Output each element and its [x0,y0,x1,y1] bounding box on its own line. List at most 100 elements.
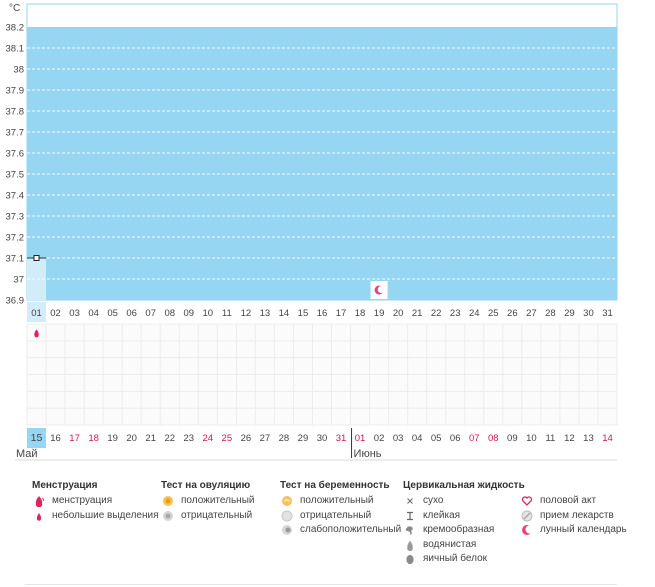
legend-item: прием лекарств [520,509,627,524]
legend-item-label: отрицательный [181,509,253,521]
date-label: 08 [488,433,499,444]
legend-group-title: Тест на беременность [280,480,390,491]
legend-item: менструация [32,494,159,509]
legend-item-label: кремообразная [423,524,495,535]
watery-icon [403,539,417,551]
drop-icon [32,495,46,508]
cycle-day-label: 31 [602,308,613,319]
cycle-day-label: 29 [564,308,575,319]
menstruation-drop-mark [34,329,39,338]
cycle-day-label: 02 [50,308,61,319]
cycle-day-label: 15 [298,308,309,319]
legend-item-label: водянистая [423,538,477,550]
date-label: 03 [393,433,404,444]
legend-item-label: прием лекарств [540,509,614,521]
y-tick-label: 37.9 [6,86,25,97]
month-labels: Май Июнь [15,428,617,461]
date-label: 14 [602,433,613,444]
cycle-day-label: 30 [583,308,594,319]
legend-item: отрицательный [161,509,254,524]
bbt-chart: 38.2 38.1 38 37.9 37.8 37.7 37.6 37.5 37.4 37.3 37… [6,3,618,461]
date-label: 26 [241,433,252,444]
plot-area [26,3,618,301]
date-label: 06 [450,433,461,444]
y-tick-label: 37.2 [6,233,25,244]
cycle-day-label: 23 [450,308,461,319]
date-label: 20 [126,433,137,444]
date-label: 27 [260,433,271,444]
legend-group-title: Тест на овуляцию [161,480,251,491]
date-label: 01 [355,433,366,444]
small-drop-icon [32,510,46,522]
date-label: 13 [583,433,594,444]
moon-icon-shadow [377,285,385,294]
cycle-day-label: 13 [260,308,271,319]
cycle-day-label: 20 [393,308,404,319]
date-label: 31 [336,433,347,444]
ovulation-positive-icon [161,495,175,507]
cycle-day-label: 19 [374,308,385,319]
y-axis: 38.2 38.1 38 37.9 37.8 37.7 37.6 37.5 37.4 37.3 37… [6,3,25,307]
legend-group: половой акт прием лекарств лунный календар… [520,478,627,538]
cycle-day-label: 25 [488,308,499,319]
date-label: 15 [31,432,43,444]
cycle-day-label: 17 [336,308,347,319]
moon-icon [520,524,534,536]
legend-item: отрицательный [280,509,401,524]
cycle-day-label: 05 [107,308,118,319]
cycle-day-label: 26 [507,308,518,319]
date-row: 15 16 17 18 19 20 21 22 23 24 25 26 27 28 29 30 31 01 02 03… [27,428,613,448]
pregnancy-positive-icon [280,495,294,507]
y-tick-label: 37 [13,275,24,286]
date-label: 23 [183,433,194,444]
legend-item: небольшие выделения [32,509,159,524]
y-tick-label: 38.2 [6,23,25,34]
date-label: 10 [526,433,537,444]
cycle-day-label: 28 [545,308,556,319]
legend-group-title: Менструация [32,480,98,491]
y-tick-label: 37.3 [6,212,25,223]
cycle-day-label: 12 [241,308,252,319]
legend-item: водянистая [403,538,525,553]
y-tick-label: 38 [13,65,24,76]
legend-item: яичный белок [403,552,525,567]
grid-lines [27,47,617,280]
cycle-day-label: 18 [355,308,366,319]
y-tick-label: 38.1 [6,44,25,55]
legend-item-label: менструация [52,495,113,506]
legend-item: клейкая [403,509,525,524]
cycle-day-label: 21 [412,308,423,319]
legend-item-label: яичный белок [423,553,488,564]
date-label: 30 [317,433,328,444]
plot-background [27,27,617,300]
heart-icon [520,495,534,507]
date-label: 11 [545,433,555,444]
date-label: 25 [222,433,233,444]
month-label: Май [16,448,38,460]
date-label: 05 [431,433,442,444]
y-tick-label: 37.5 [6,170,25,181]
legend-item-label: клейкая [423,509,461,521]
cycle-day-label: 08 [164,308,175,319]
cycle-day-label: 11 [222,308,232,319]
legend-item-label: половой акт [540,495,597,506]
cycle-day-label: 04 [88,308,99,319]
cycle-day-label: 24 [469,308,480,319]
egg-white-icon [403,553,417,565]
legend-item-label: отрицательный [300,509,372,521]
cycle-day-label: 06 [126,308,137,319]
date-label: 04 [412,433,423,444]
date-label: 02 [374,433,385,444]
y-tick-label: 37.7 [6,128,25,139]
date-label: 17 [69,433,80,444]
date-label: 07 [469,433,480,444]
legend-item-label: положительный [181,495,255,506]
sticky-icon [403,510,417,522]
cycle-day-label: 22 [431,308,442,319]
pregnancy-weak-icon [280,524,294,536]
dry-icon [403,495,417,507]
cycle-day-label: 07 [145,308,156,319]
date-highlight [27,428,47,448]
legend-item: слабоположительный [280,523,401,538]
date-label: 09 [507,433,518,444]
